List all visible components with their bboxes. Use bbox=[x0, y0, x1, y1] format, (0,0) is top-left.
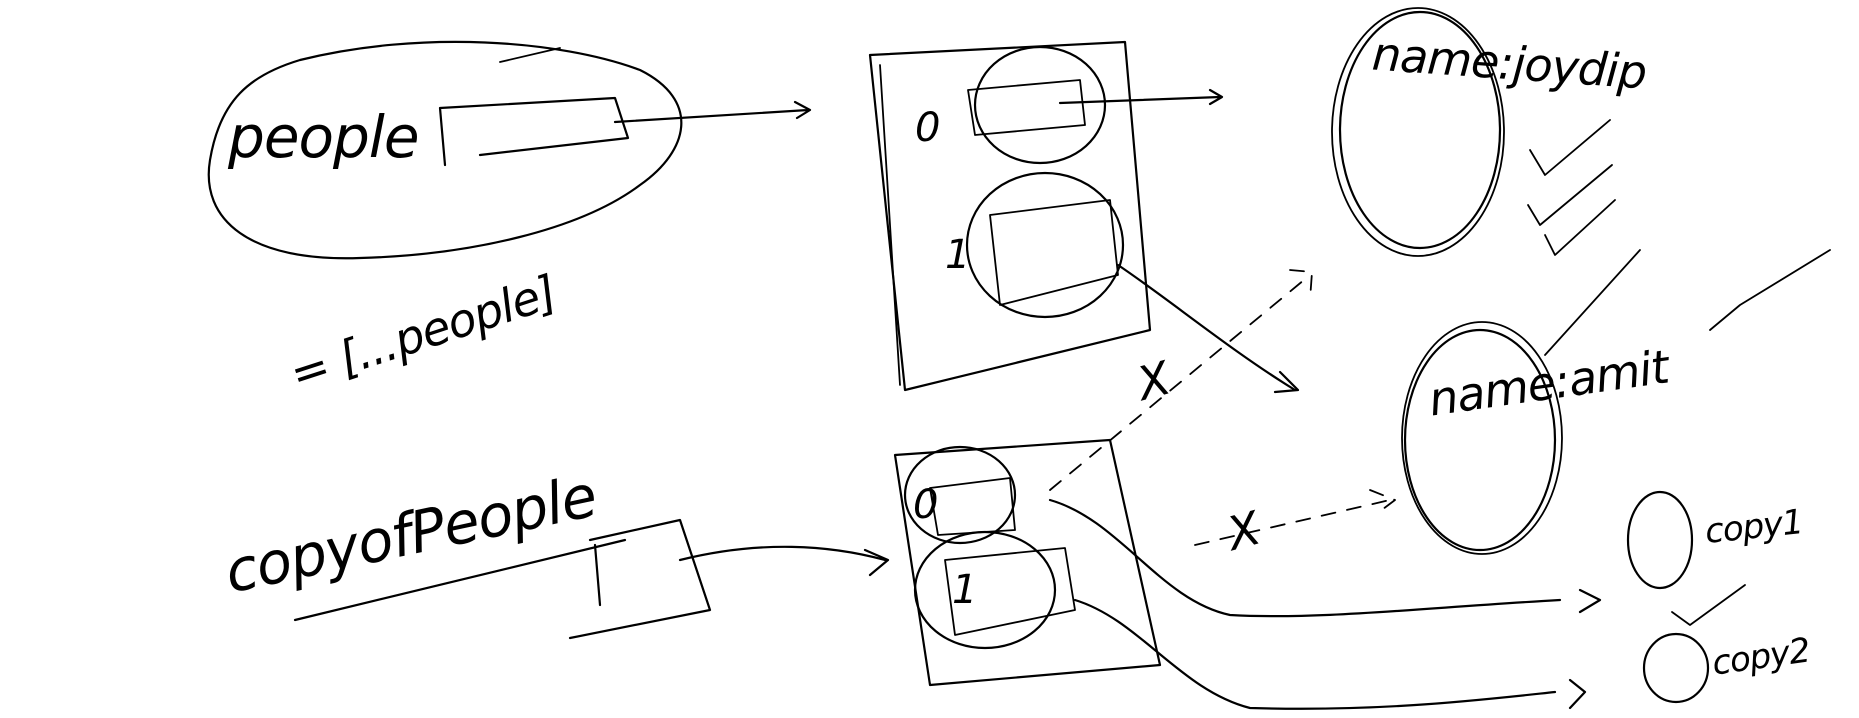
copy-slot-1-box bbox=[944, 547, 1076, 636]
slot1-to-amit-arrow bbox=[1116, 263, 1300, 394]
object-joydip-oval-outer bbox=[1331, 7, 1505, 257]
original-array-box bbox=[868, 40, 1152, 392]
copy-array-index-0-label: 0 bbox=[913, 482, 938, 528]
array-index-1-label: 1 bbox=[945, 232, 970, 278]
original-array-inner-line bbox=[879, 64, 901, 386]
copy1-label: copy1 bbox=[1703, 501, 1805, 553]
array-slot-0-circle bbox=[973, 45, 1107, 165]
copy-slot-0-circle bbox=[903, 445, 1017, 545]
check-mark-3 bbox=[1544, 199, 1616, 256]
copy1-to-copy2-mark bbox=[1671, 584, 1746, 626]
copy-slot1-dashed-arrow bbox=[1194, 489, 1396, 546]
copy-slot-1-circle bbox=[913, 530, 1057, 650]
people-to-array-arrow bbox=[613, 100, 812, 124]
object-amit-oval bbox=[1403, 328, 1557, 552]
array-slot-1-box bbox=[989, 199, 1119, 306]
copy-array-index-1-label: 1 bbox=[952, 567, 977, 613]
check-mark-2 bbox=[1527, 164, 1613, 226]
copy-reference-box bbox=[568, 518, 712, 640]
copy-slot1-to-copy2-arrow bbox=[1073, 598, 1587, 710]
copy-variable-underline bbox=[293, 538, 627, 622]
copy1-circle bbox=[1626, 490, 1694, 590]
copy-slot0-dashed-arrow bbox=[1049, 269, 1313, 491]
slot0-to-joydip-arrow bbox=[1058, 88, 1224, 106]
array-index-0-label: 0 bbox=[915, 105, 940, 151]
object-joydip-oval bbox=[1338, 10, 1502, 250]
copy-array-box bbox=[893, 438, 1162, 687]
array-slot-1-circle bbox=[965, 171, 1125, 319]
check-mark-1 bbox=[1529, 119, 1611, 176]
copy-to-array-arrow bbox=[678, 545, 890, 577]
people-variable-oval bbox=[207, 40, 683, 260]
copy-slot-0-box bbox=[929, 477, 1016, 536]
object-amit-oval-outer bbox=[1401, 321, 1563, 555]
people-box-stroke bbox=[499, 47, 561, 63]
people-variable-label: people bbox=[228, 103, 420, 171]
copy-slot0-to-copy1-arrow bbox=[1048, 498, 1602, 618]
amit-check-mark bbox=[1709, 249, 1831, 331]
people-reference-box bbox=[438, 96, 630, 167]
array-slot-0-box bbox=[967, 79, 1086, 136]
copy2-circle bbox=[1642, 632, 1710, 704]
joydip-to-amit-line bbox=[1544, 249, 1641, 356]
